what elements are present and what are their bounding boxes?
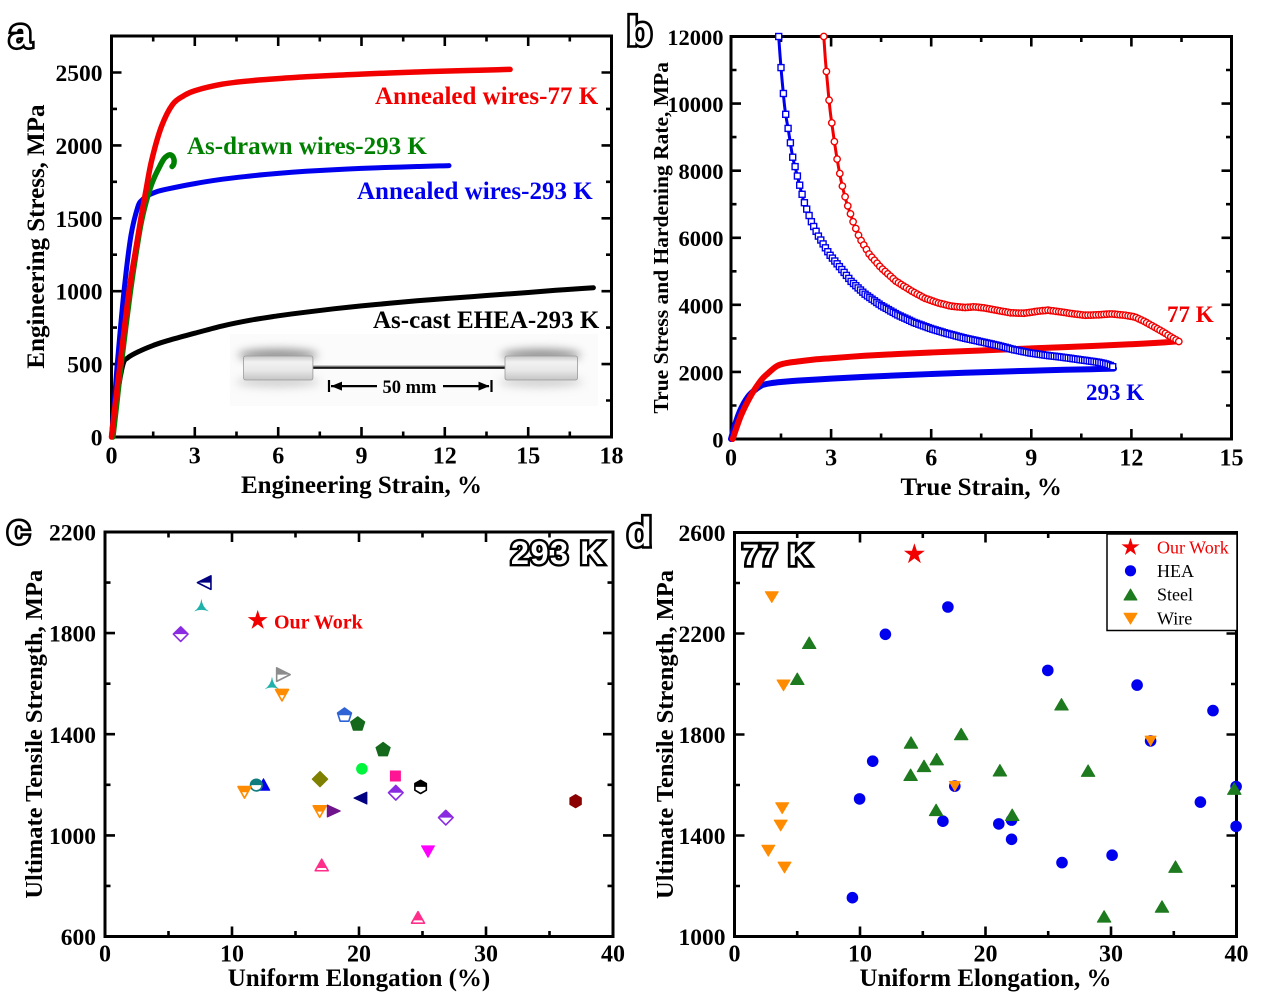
svg-text:1000: 1000 [56, 280, 103, 306]
svg-text:True Stress and Hardening Rate: True Stress and Hardening Rate, MPa [649, 62, 673, 414]
svg-text:3: 3 [189, 444, 201, 470]
svg-text:20: 20 [347, 942, 371, 968]
svg-text:a: a [9, 10, 33, 56]
svg-text:293 K: 293 K [511, 535, 605, 571]
svg-text:b: b [627, 8, 652, 54]
svg-text:10: 10 [220, 942, 244, 968]
svg-text:1800: 1800 [679, 723, 726, 749]
svg-text:1000: 1000 [49, 824, 96, 850]
svg-text:HEA: HEA [1157, 561, 1194, 581]
svg-text:Uniform Elongation, %: Uniform Elongation, % [859, 965, 1111, 992]
svg-text:2200: 2200 [679, 622, 726, 648]
svg-text:2500: 2500 [56, 61, 103, 87]
svg-text:12: 12 [1119, 446, 1143, 472]
svg-text:500: 500 [67, 353, 102, 379]
svg-text:20: 20 [974, 942, 998, 968]
svg-text:1400: 1400 [49, 723, 96, 749]
svg-text:4000: 4000 [679, 293, 724, 318]
svg-text:9: 9 [1025, 446, 1037, 472]
svg-text:2600: 2600 [679, 521, 726, 547]
svg-text:2000: 2000 [679, 360, 724, 385]
svg-text:1500: 1500 [56, 207, 103, 233]
svg-text:40: 40 [601, 942, 625, 968]
svg-text:6000: 6000 [679, 226, 724, 251]
svg-text:3: 3 [825, 446, 837, 472]
svg-text:Our Work: Our Work [274, 612, 364, 634]
svg-text:0: 0 [91, 426, 103, 452]
svg-text:1000: 1000 [679, 925, 726, 951]
svg-text:77 K: 77 K [742, 539, 811, 572]
svg-text:Wire: Wire [1157, 609, 1192, 629]
svg-text:10000: 10000 [667, 92, 723, 117]
svg-text:d: d [627, 509, 652, 555]
svg-text:1800: 1800 [49, 622, 96, 648]
svg-text:Ultimate Tensile Strength, MPa: Ultimate Tensile Strength, MPa [21, 570, 48, 899]
svg-text:Annealed wires-77 K: Annealed wires-77 K [375, 83, 599, 110]
svg-text:2000: 2000 [56, 134, 103, 160]
svg-text:Steel: Steel [1157, 585, 1193, 605]
svg-text:0: 0 [712, 428, 723, 453]
svg-text:15: 15 [516, 444, 540, 470]
svg-text:Engineering Stress, MPa: Engineering Stress, MPa [23, 104, 50, 369]
svg-text:0: 0 [725, 446, 737, 472]
svg-text:0: 0 [729, 942, 741, 968]
svg-text:6: 6 [925, 446, 937, 472]
svg-text:293 K: 293 K [1086, 380, 1144, 405]
svg-text:30: 30 [474, 942, 498, 968]
svg-text:10: 10 [848, 942, 872, 968]
svg-text:8000: 8000 [679, 159, 724, 184]
svg-text:9: 9 [356, 444, 368, 470]
svg-text:As-drawn wires-293 K: As-drawn wires-293 K [187, 133, 427, 160]
svg-text:True Strain, %: True Strain, % [901, 474, 1062, 501]
svg-text:77 K: 77 K [1167, 302, 1214, 327]
svg-text:0: 0 [106, 444, 118, 470]
svg-text:12000: 12000 [667, 25, 723, 50]
svg-text:2200: 2200 [49, 521, 96, 547]
svg-text:600: 600 [61, 925, 96, 951]
svg-text:Annealed wires-293 K: Annealed wires-293 K [357, 178, 593, 205]
svg-text:0: 0 [99, 942, 111, 968]
svg-text:Engineering Strain, %: Engineering Strain, % [241, 472, 482, 499]
svg-text:Ultimate Tensile Strength, MPa: Ultimate Tensile Strength, MPa [652, 570, 679, 899]
svg-text:c: c [7, 506, 30, 552]
svg-text:30: 30 [1099, 942, 1123, 968]
svg-text:18: 18 [600, 444, 624, 470]
svg-text:50 mm: 50 mm [383, 378, 438, 398]
svg-text:As-cast EHEA-293 K: As-cast EHEA-293 K [373, 307, 600, 334]
svg-text:Our Work: Our Work [1157, 538, 1229, 558]
svg-text:40: 40 [1225, 942, 1249, 968]
svg-text:1400: 1400 [679, 824, 726, 850]
svg-text:12: 12 [433, 444, 457, 470]
svg-text:6: 6 [272, 444, 284, 470]
svg-text:Uniform Elongation (%): Uniform Elongation (%) [228, 965, 491, 992]
svg-text:15: 15 [1220, 446, 1244, 472]
